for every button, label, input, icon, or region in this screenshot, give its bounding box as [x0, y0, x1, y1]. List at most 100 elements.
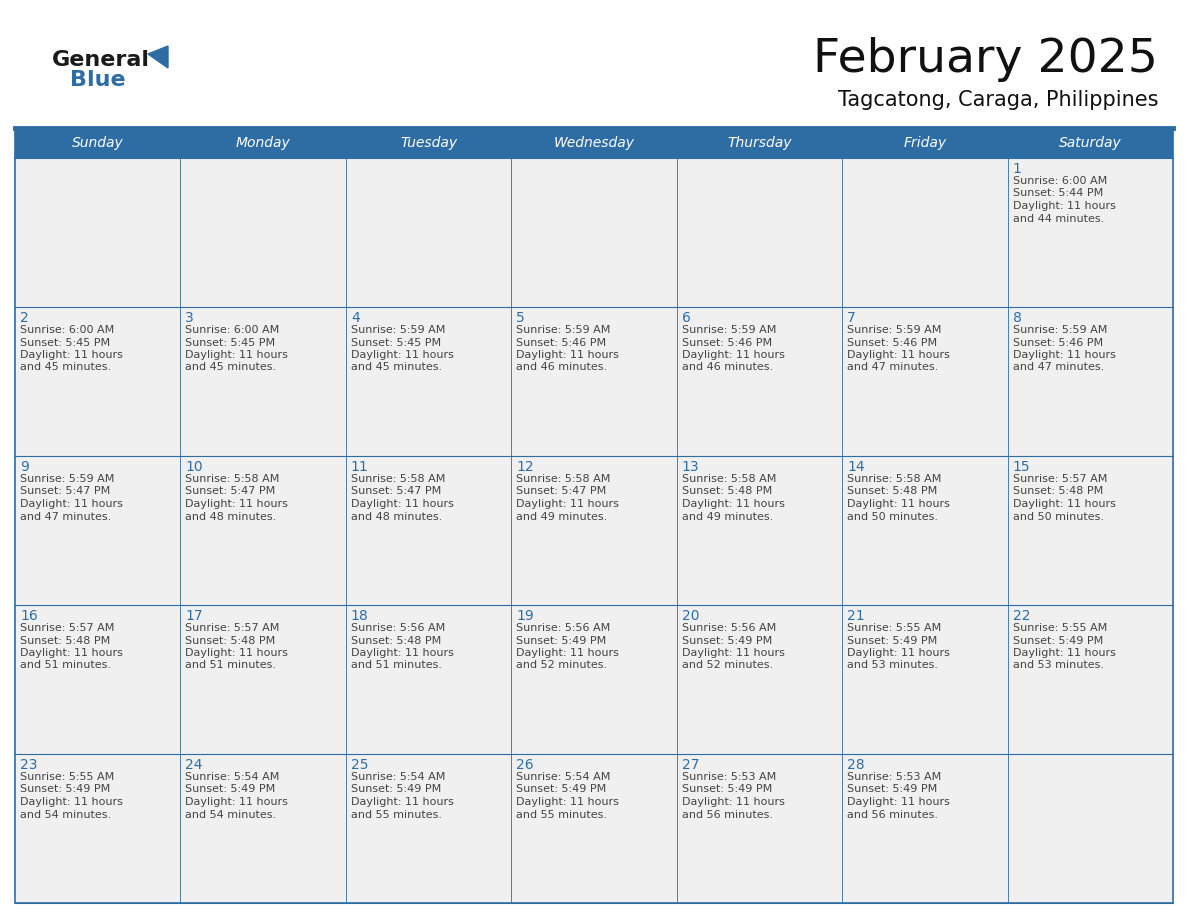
Text: Sunset: 5:49 PM: Sunset: 5:49 PM — [1012, 635, 1102, 645]
Text: and 55 minutes.: and 55 minutes. — [517, 810, 607, 820]
Bar — [677, 158, 842, 307]
Bar — [1007, 307, 1173, 456]
Bar — [181, 456, 346, 605]
Text: and 51 minutes.: and 51 minutes. — [20, 660, 110, 670]
Polygon shape — [148, 46, 168, 68]
Text: Sunrise: 5:57 AM: Sunrise: 5:57 AM — [185, 623, 280, 633]
Text: and 55 minutes.: and 55 minutes. — [350, 810, 442, 820]
Text: Sunset: 5:48 PM: Sunset: 5:48 PM — [350, 635, 441, 645]
Text: Tagcatong, Caraga, Philippines: Tagcatong, Caraga, Philippines — [838, 90, 1158, 110]
Bar — [15, 128, 1173, 158]
Text: and 51 minutes.: and 51 minutes. — [350, 660, 442, 670]
Text: Tuesday: Tuesday — [400, 136, 457, 150]
Text: Sunset: 5:49 PM: Sunset: 5:49 PM — [517, 635, 607, 645]
Text: Sunrise: 5:53 AM: Sunrise: 5:53 AM — [847, 772, 941, 782]
Text: Sunset: 5:49 PM: Sunset: 5:49 PM — [20, 785, 110, 794]
Text: Sunset: 5:45 PM: Sunset: 5:45 PM — [185, 338, 276, 348]
Text: Sunset: 5:46 PM: Sunset: 5:46 PM — [847, 338, 937, 348]
Text: Sunrise: 5:58 AM: Sunrise: 5:58 AM — [350, 474, 446, 484]
Bar — [15, 307, 181, 456]
Bar — [842, 754, 1007, 903]
Text: Sunrise: 6:00 AM: Sunrise: 6:00 AM — [185, 325, 279, 335]
Text: Sunrise: 5:56 AM: Sunrise: 5:56 AM — [517, 623, 611, 633]
Text: Daylight: 11 hours: Daylight: 11 hours — [1012, 201, 1116, 211]
Bar — [677, 754, 842, 903]
Bar — [346, 754, 511, 903]
Text: Sunrise: 5:58 AM: Sunrise: 5:58 AM — [847, 474, 942, 484]
Text: Daylight: 11 hours: Daylight: 11 hours — [185, 499, 289, 509]
Bar — [181, 605, 346, 754]
Bar — [842, 605, 1007, 754]
Text: Saturday: Saturday — [1059, 136, 1121, 150]
Text: Sunset: 5:49 PM: Sunset: 5:49 PM — [847, 635, 937, 645]
Text: Thursday: Thursday — [727, 136, 791, 150]
Text: Sunrise: 5:53 AM: Sunrise: 5:53 AM — [682, 772, 776, 782]
Text: Sunset: 5:49 PM: Sunset: 5:49 PM — [517, 785, 607, 794]
Text: Sunrise: 5:56 AM: Sunrise: 5:56 AM — [350, 623, 446, 633]
Text: February 2025: February 2025 — [813, 38, 1158, 83]
Text: 8: 8 — [1012, 311, 1022, 325]
Text: Sunrise: 5:56 AM: Sunrise: 5:56 AM — [682, 623, 776, 633]
Text: Sunset: 5:48 PM: Sunset: 5:48 PM — [20, 635, 110, 645]
Text: Daylight: 11 hours: Daylight: 11 hours — [350, 350, 454, 360]
Text: Daylight: 11 hours: Daylight: 11 hours — [517, 499, 619, 509]
Text: and 54 minutes.: and 54 minutes. — [20, 810, 112, 820]
Text: 25: 25 — [350, 758, 368, 772]
Text: and 53 minutes.: and 53 minutes. — [1012, 660, 1104, 670]
Text: Sunset: 5:45 PM: Sunset: 5:45 PM — [20, 338, 110, 348]
Text: Sunrise: 5:59 AM: Sunrise: 5:59 AM — [682, 325, 776, 335]
Text: and 45 minutes.: and 45 minutes. — [185, 363, 277, 373]
Bar — [346, 307, 511, 456]
Bar — [181, 307, 346, 456]
Text: Daylight: 11 hours: Daylight: 11 hours — [185, 350, 289, 360]
Text: Sunrise: 6:00 AM: Sunrise: 6:00 AM — [1012, 176, 1107, 186]
Text: and 53 minutes.: and 53 minutes. — [847, 660, 939, 670]
Text: 7: 7 — [847, 311, 855, 325]
Text: 15: 15 — [1012, 460, 1030, 474]
Text: and 46 minutes.: and 46 minutes. — [517, 363, 607, 373]
Text: and 44 minutes.: and 44 minutes. — [1012, 214, 1104, 223]
Bar — [346, 456, 511, 605]
Bar — [346, 158, 511, 307]
Text: Daylight: 11 hours: Daylight: 11 hours — [682, 350, 784, 360]
Bar — [15, 128, 1173, 903]
Text: Daylight: 11 hours: Daylight: 11 hours — [1012, 499, 1116, 509]
Text: 5: 5 — [517, 311, 525, 325]
Text: 1: 1 — [1012, 162, 1022, 176]
Text: Sunrise: 5:59 AM: Sunrise: 5:59 AM — [350, 325, 446, 335]
Text: Sunrise: 5:59 AM: Sunrise: 5:59 AM — [20, 474, 114, 484]
Text: Wednesday: Wednesday — [554, 136, 634, 150]
Text: Sunrise: 5:58 AM: Sunrise: 5:58 AM — [185, 474, 280, 484]
Text: Sunrise: 5:59 AM: Sunrise: 5:59 AM — [517, 325, 611, 335]
Text: and 52 minutes.: and 52 minutes. — [517, 660, 607, 670]
Text: Sunrise: 5:54 AM: Sunrise: 5:54 AM — [185, 772, 280, 782]
Text: Sunrise: 6:00 AM: Sunrise: 6:00 AM — [20, 325, 114, 335]
Bar — [1007, 754, 1173, 903]
Text: 18: 18 — [350, 609, 368, 623]
Text: 13: 13 — [682, 460, 700, 474]
Bar — [511, 307, 677, 456]
Text: 9: 9 — [20, 460, 29, 474]
Text: 14: 14 — [847, 460, 865, 474]
Text: Daylight: 11 hours: Daylight: 11 hours — [185, 648, 289, 658]
Bar — [346, 605, 511, 754]
Text: Sunrise: 5:59 AM: Sunrise: 5:59 AM — [1012, 325, 1107, 335]
Text: Sunset: 5:48 PM: Sunset: 5:48 PM — [847, 487, 937, 497]
Text: Sunrise: 5:58 AM: Sunrise: 5:58 AM — [682, 474, 776, 484]
Text: and 47 minutes.: and 47 minutes. — [1012, 363, 1104, 373]
Text: General: General — [52, 50, 150, 70]
Text: 6: 6 — [682, 311, 690, 325]
Text: and 48 minutes.: and 48 minutes. — [350, 511, 442, 521]
Text: Sunset: 5:46 PM: Sunset: 5:46 PM — [517, 338, 606, 348]
Text: 16: 16 — [20, 609, 38, 623]
Text: Friday: Friday — [903, 136, 947, 150]
Text: Sunset: 5:48 PM: Sunset: 5:48 PM — [1012, 487, 1102, 497]
Text: Sunset: 5:44 PM: Sunset: 5:44 PM — [1012, 188, 1102, 198]
Text: Sunday: Sunday — [71, 136, 124, 150]
Text: Daylight: 11 hours: Daylight: 11 hours — [350, 499, 454, 509]
Text: Daylight: 11 hours: Daylight: 11 hours — [20, 350, 122, 360]
Text: Sunrise: 5:54 AM: Sunrise: 5:54 AM — [517, 772, 611, 782]
Text: Sunset: 5:47 PM: Sunset: 5:47 PM — [185, 487, 276, 497]
Text: and 52 minutes.: and 52 minutes. — [682, 660, 773, 670]
Text: 11: 11 — [350, 460, 368, 474]
